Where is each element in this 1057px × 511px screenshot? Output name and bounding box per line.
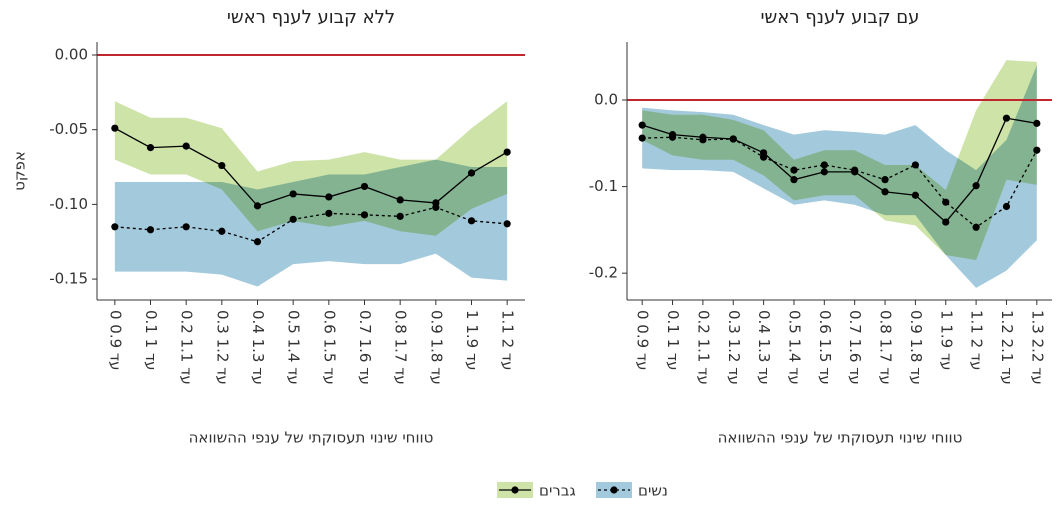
data-point (972, 223, 980, 231)
x-axis-label: טווחי שינוי תעסוקתי של ענפי ההשוואה (718, 429, 963, 447)
x-tick-label: 0.4 עד 1.3 (755, 310, 773, 385)
data-point (146, 226, 155, 234)
data-point (396, 196, 404, 204)
data-point (942, 198, 950, 206)
data-point (1002, 202, 1011, 211)
series-line (114, 127, 508, 207)
x-tick-label: 0.7 עד 1.6 (356, 310, 374, 385)
confidence-band (114, 159, 508, 287)
x-tick-label: 0.9 עד 1.8 (907, 310, 925, 385)
data-point (182, 223, 190, 231)
x-tick-label: 0.5 עד 1.4 (285, 310, 303, 385)
data-point (638, 121, 646, 129)
data-point (467, 169, 476, 177)
x-tick-label: 1.2 עד 2.1 (998, 310, 1016, 385)
data-point (289, 190, 297, 198)
data-point (146, 144, 155, 152)
y-tick-label: 0.00 (55, 45, 88, 63)
data-point (668, 133, 677, 141)
y-tick-label: -0.15 (49, 270, 88, 288)
x-axis-label: טווחי שינוי תעסוקתי של ענפי ההשוואה (189, 429, 434, 447)
data-point (182, 142, 190, 150)
legend-point (610, 486, 618, 494)
data-point (820, 168, 828, 176)
y-axis-label: אפקט (11, 151, 29, 191)
x-tick-label: 0.7 עד 1.6 (846, 310, 864, 385)
x-tick-label: 0 עד 0.9 (634, 310, 652, 371)
data-point (729, 135, 737, 143)
data-point (218, 227, 226, 235)
data-point (218, 161, 226, 170)
x-tick-label: 0.8 עד 1.7 (392, 310, 410, 385)
x-tick-label: 0.3 עד 1.2 (213, 310, 231, 385)
data-point (942, 218, 950, 226)
x-tick-label: 1.1 עד 2 (499, 310, 517, 371)
data-point (111, 223, 119, 231)
data-point (911, 191, 919, 199)
data-point (396, 212, 404, 220)
data-point (467, 217, 476, 225)
x-tick-label: 0.4 עד 1.3 (249, 310, 267, 385)
x-tick-label: 1.3 עד 2.2 (1028, 310, 1046, 385)
x-tick-label: 0.1 עד 1 (664, 310, 682, 371)
chart-title: עם קבוע לענף ראשי (761, 7, 920, 28)
data-point (253, 202, 262, 210)
data-point (1033, 146, 1041, 154)
data-point (503, 148, 511, 156)
data-point (503, 220, 511, 228)
data-point (911, 161, 919, 169)
x-tick-label: 0.5 עד 1.4 (785, 310, 803, 385)
data-point (699, 136, 707, 144)
x-tick-label: 1 עד 1.9 (463, 310, 481, 371)
legend-label: גברים (539, 482, 576, 500)
confidence-band (642, 65, 1037, 288)
data-point (253, 238, 262, 246)
x-tick-label: 1 עד 1.9 (937, 310, 955, 371)
series-line (642, 136, 1038, 229)
data-point (881, 188, 889, 196)
data-point (111, 124, 119, 132)
x-tick-label: 0 עד 0.9 (106, 310, 124, 371)
legend-point (511, 486, 519, 494)
data-point (432, 203, 440, 211)
data-point (881, 176, 889, 184)
data-point (289, 215, 297, 223)
x-tick-label: 0.3 עד 1.2 (725, 310, 743, 385)
chart-title: ללא קבוע לענף ראשי (227, 7, 395, 28)
y-tick-label: -0.1 (589, 177, 618, 195)
data-point (360, 182, 369, 191)
x-tick-label: 0.6 עד 1.5 (816, 310, 834, 385)
x-tick-label: 0.6 עד 1.5 (320, 310, 338, 385)
data-point (790, 166, 798, 174)
x-tick-label: 0.2 עד 1.1 (694, 310, 712, 385)
series-line (114, 206, 508, 243)
x-tick-label: 1.1 עד 2 (968, 310, 986, 371)
y-tick-label: -0.05 (49, 120, 88, 138)
x-tick-label: 0.2 עד 1.1 (178, 310, 196, 385)
y-tick-label: -0.2 (589, 264, 618, 282)
data-point (760, 153, 768, 161)
x-tick-label: 0.1 עד 1 (142, 310, 160, 371)
data-point (972, 182, 980, 190)
data-point (1033, 119, 1041, 127)
data-point (820, 161, 828, 169)
y-tick-label: 0.0 (594, 91, 618, 109)
y-tick-label: -0.10 (49, 195, 88, 213)
data-point (360, 211, 369, 219)
data-point (1002, 114, 1011, 122)
data-point (851, 166, 859, 174)
x-tick-label: 0.9 עד 1.8 (427, 310, 445, 385)
data-point (325, 209, 333, 217)
data-point (638, 134, 646, 142)
data-point (325, 193, 333, 201)
data-point (790, 176, 798, 184)
series-line (641, 117, 1037, 224)
x-tick-label: 0.8 עד 1.7 (877, 310, 895, 385)
legend-label: נשים (638, 482, 668, 500)
